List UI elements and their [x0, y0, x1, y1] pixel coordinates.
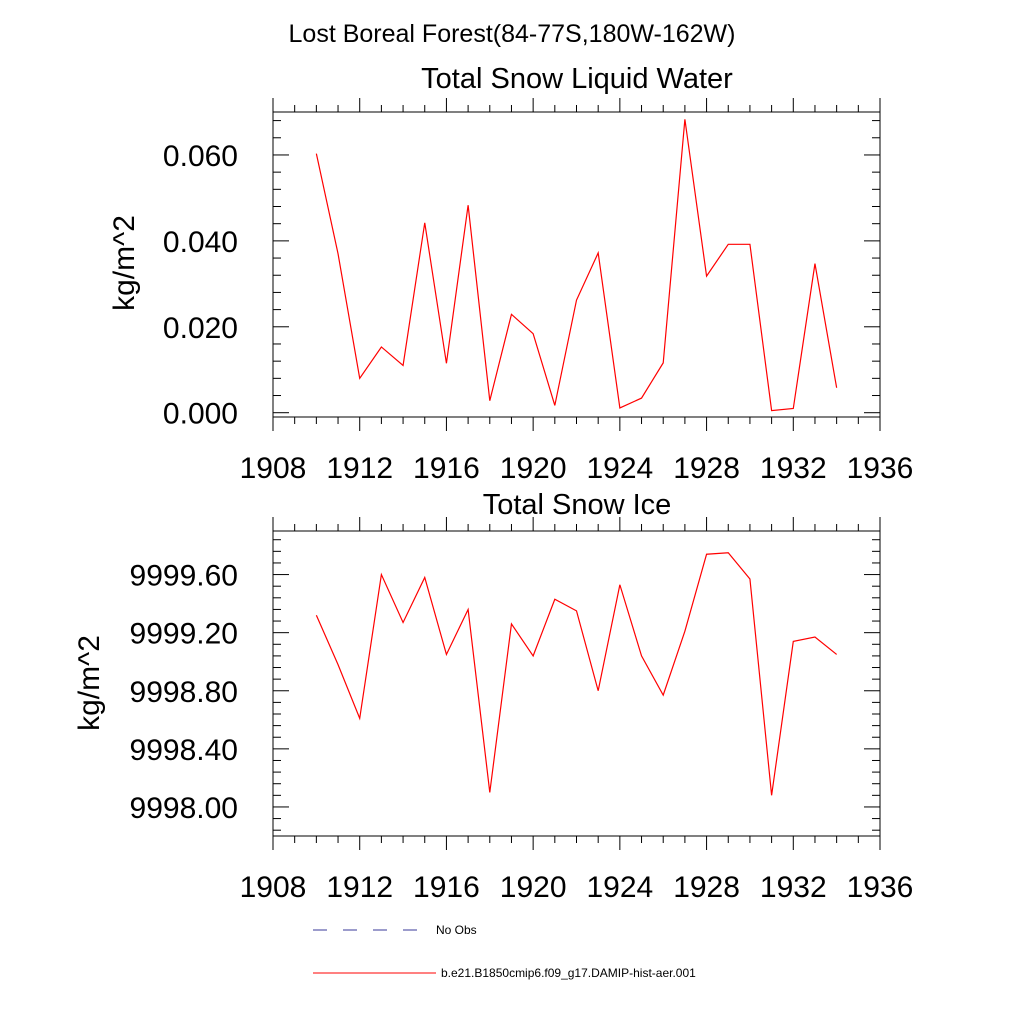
- x-tick-label: 1932: [760, 871, 827, 904]
- liquid-water-panel: Total Snow Liquid Water kg/m^2 1908 1912 1…: [108, 63, 913, 485]
- liquid-water-ylabel: kg/m^2: [108, 215, 141, 311]
- x-tick-label: 1932: [760, 452, 827, 485]
- x-tick-label: 1916: [413, 871, 480, 904]
- x-tick-label: 1928: [673, 871, 740, 904]
- y-tick-label: 0.000: [163, 398, 238, 431]
- x-tick-label: 1936: [847, 871, 914, 904]
- legend: No Obs b.e21.B1850cmip6.f09_g17.DAMIP-hi…: [313, 923, 696, 980]
- series-line: [315, 119, 838, 412]
- snow-ice-ylabel: kg/m^2: [73, 635, 106, 731]
- x-tick-label: 1912: [326, 452, 393, 485]
- liquid-water-title: Total Snow Liquid Water: [421, 63, 733, 95]
- x-tick-label: 1908: [240, 452, 307, 485]
- x-tick-label: 1912: [326, 871, 393, 904]
- x-tick-label: 1928: [673, 452, 740, 485]
- x-tick-label: 1908: [240, 871, 307, 904]
- y-tick-label: 9998.00: [130, 792, 238, 825]
- x-tick-label: 1920: [500, 871, 567, 904]
- x-tick-label: 1924: [586, 871, 653, 904]
- figure-title: Lost Boreal Forest(84-77S,180W-162W): [289, 20, 736, 48]
- y-tick-label: 9998.80: [130, 676, 238, 709]
- x-tick-label: 1920: [500, 452, 567, 485]
- snow-ice-panel: Total Snow Ice kg/m^2 1908 1912 1916 1920 19…: [73, 489, 913, 904]
- legend-model-label: b.e21.B1850cmip6.f09_g17.DAMIP-hist-aer.…: [441, 966, 696, 980]
- y-tick-label: 9998.40: [130, 734, 238, 767]
- snow-ice-plot-frame: [272, 530, 881, 837]
- y-tick-label: 9999.20: [130, 618, 238, 651]
- x-tick-label: 1924: [586, 452, 653, 485]
- series-line: [315, 552, 838, 796]
- legend-no-obs-label: No Obs: [436, 923, 477, 937]
- y-tick-label: 0.020: [163, 312, 238, 345]
- x-tick-label: 1916: [413, 452, 480, 485]
- y-tick-label: 0.040: [163, 226, 238, 259]
- y-tick-label: 9999.60: [130, 560, 238, 593]
- y-tick-label: 0.060: [163, 140, 238, 173]
- x-tick-label: 1936: [847, 452, 914, 485]
- snow-ice-title: Total Snow Ice: [483, 489, 672, 521]
